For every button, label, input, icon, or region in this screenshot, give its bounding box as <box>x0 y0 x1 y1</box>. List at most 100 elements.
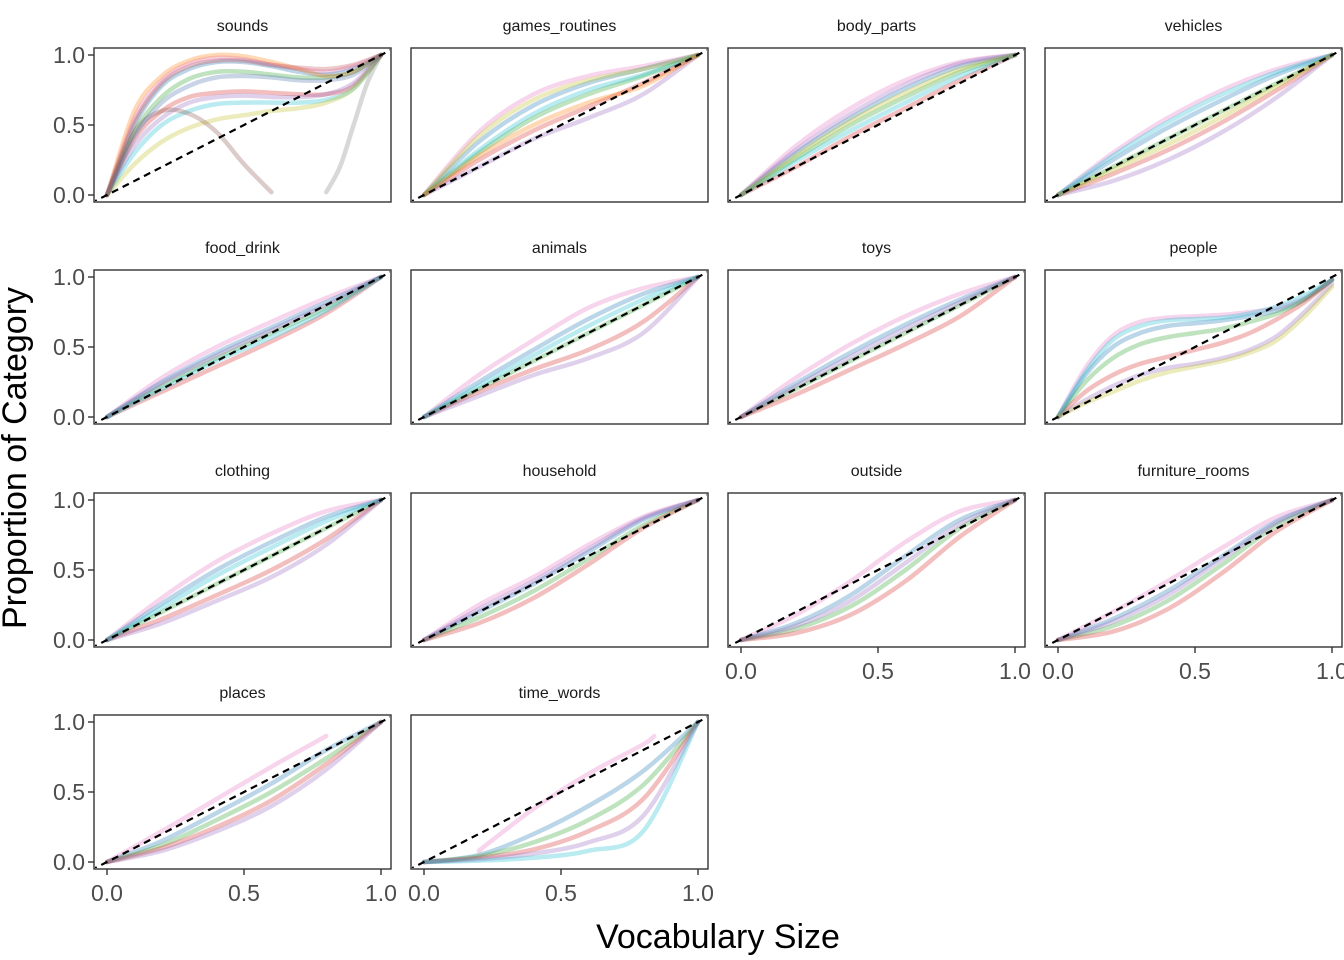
series-line <box>421 719 701 865</box>
series-line <box>421 52 701 198</box>
series-line <box>421 719 701 865</box>
series-line <box>104 52 384 198</box>
reference-line <box>729 494 1024 646</box>
reference-line <box>1046 49 1341 201</box>
series-line <box>738 52 1018 198</box>
series-line <box>1055 52 1335 198</box>
series-line <box>104 497 384 643</box>
x-tick-label: 0.5 <box>545 880 577 906</box>
panel-title: sounds <box>217 18 269 35</box>
series-line <box>1055 52 1335 198</box>
series-line <box>104 497 384 643</box>
series-line <box>104 52 384 198</box>
series-line <box>1055 277 1335 420</box>
series-line <box>421 497 701 643</box>
series-line <box>421 274 701 420</box>
x-tick-label: 1.0 <box>365 880 397 906</box>
series-line <box>421 274 701 420</box>
panel-title: time_words <box>519 685 601 702</box>
x-tick-label: 0.5 <box>1179 658 1211 684</box>
series-line <box>421 719 701 865</box>
series-line <box>421 52 701 198</box>
y-tick-label: 1.0 <box>53 264 85 290</box>
y-tick-label: 1.0 <box>53 487 85 513</box>
panel-title: outside <box>851 463 903 480</box>
series-line <box>104 497 384 643</box>
panel-games_routines: games_routines <box>410 18 709 203</box>
series-line <box>738 497 1018 643</box>
x-tick-label: 0.5 <box>228 880 260 906</box>
series-line <box>104 274 384 420</box>
series-line <box>738 274 1018 420</box>
series-line <box>104 52 384 198</box>
series-line <box>1055 497 1335 643</box>
facet-panels: sounds 0.0 0.5 1.0 games_routines body_parts v… <box>53 18 1344 906</box>
series-line <box>104 719 384 865</box>
reference-line <box>412 271 707 423</box>
reference-line <box>95 49 390 201</box>
panel-household: household <box>410 463 709 648</box>
panel-title: toys <box>862 240 891 257</box>
panel-title: furniture_rooms <box>1137 463 1249 480</box>
panel-body_parts: body_parts <box>727 18 1026 203</box>
series-line <box>421 274 701 420</box>
series-line <box>421 52 701 198</box>
series-line <box>421 52 701 198</box>
series-line <box>1055 277 1335 420</box>
curve-group <box>738 52 1018 198</box>
x-tick-label: 1.0 <box>682 880 714 906</box>
reference-line <box>412 494 707 646</box>
curve-group <box>104 52 384 198</box>
series-line <box>738 497 1018 643</box>
panel-toys: toys <box>727 240 1026 425</box>
reference-line <box>412 716 707 868</box>
panel-title: body_parts <box>837 18 916 35</box>
reference-line <box>1046 494 1341 646</box>
series-line <box>104 719 384 865</box>
series-line <box>104 52 384 198</box>
panel-title: vehicles <box>1165 18 1223 35</box>
series-line <box>104 274 384 420</box>
series-line <box>738 274 1018 420</box>
series-line <box>104 733 329 865</box>
y-tick-label: 0.5 <box>53 557 85 583</box>
series-line <box>104 52 384 198</box>
panel-title: clothing <box>215 463 270 480</box>
panel-outside: outside 0.0 0.5 1.0 <box>725 463 1031 684</box>
series-line <box>421 52 701 198</box>
series-line <box>1055 497 1335 643</box>
panel-food_drink: food_drink 0.0 0.5 1.0 <box>53 240 392 430</box>
series-line <box>421 274 701 420</box>
reference-line <box>412 49 707 201</box>
x-tick-label: 0.0 <box>1042 658 1074 684</box>
series-line <box>104 52 384 198</box>
series-line <box>104 497 384 643</box>
panel-people: people <box>1044 240 1343 425</box>
x-tick-label: 0.0 <box>91 880 123 906</box>
series-line <box>104 52 384 198</box>
curve-group <box>421 274 701 420</box>
series-line <box>421 274 701 420</box>
series-line <box>738 52 1018 198</box>
series-line <box>104 274 384 420</box>
series-line <box>1055 277 1335 420</box>
series-line <box>738 274 1018 420</box>
series-line <box>1055 497 1335 643</box>
y-tick-label: 0.0 <box>53 627 85 653</box>
series-line <box>104 52 384 198</box>
reference-line <box>729 271 1024 423</box>
series-line <box>1055 497 1335 643</box>
reference-line <box>95 716 390 868</box>
series-line <box>421 719 701 865</box>
curve-group <box>421 52 701 198</box>
series-line <box>104 107 274 198</box>
y-tick-label: 0.5 <box>53 112 85 138</box>
panel-title: household <box>523 463 597 480</box>
reference-line <box>95 494 390 646</box>
series-line <box>476 733 657 854</box>
curve-group <box>1055 277 1335 420</box>
panel-vehicles: vehicles <box>1044 18 1343 203</box>
series-line <box>104 719 384 865</box>
series-line <box>738 52 1018 198</box>
